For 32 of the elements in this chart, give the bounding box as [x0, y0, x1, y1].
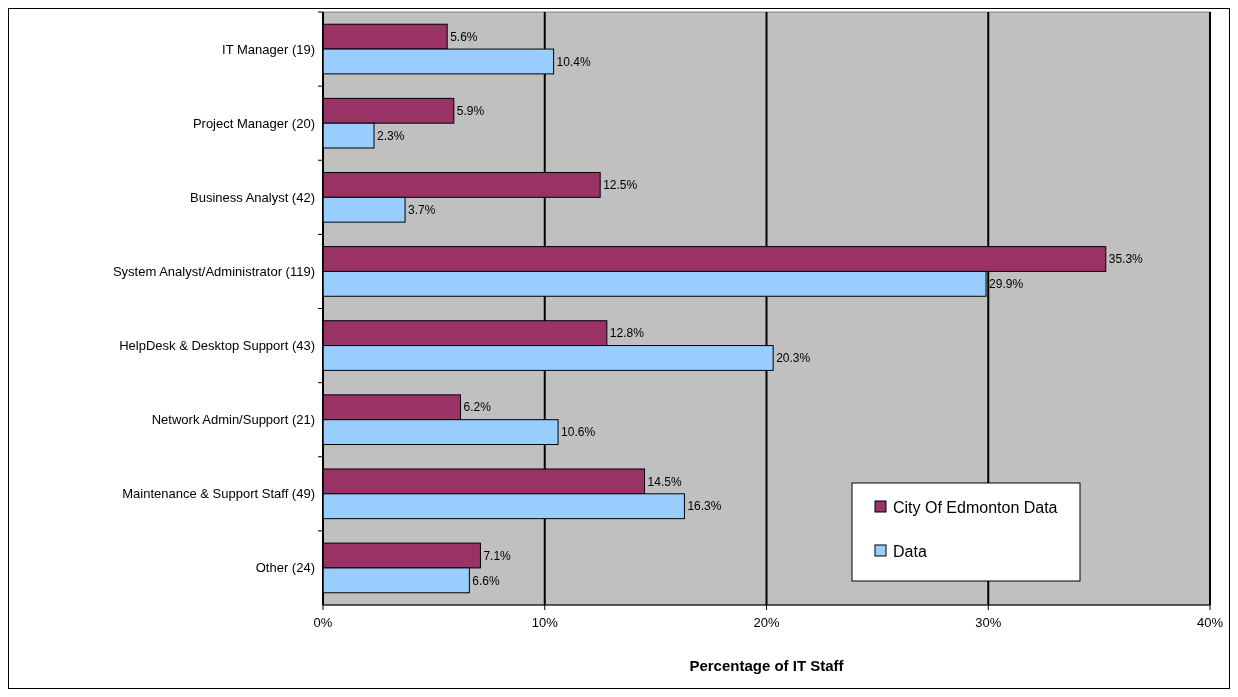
data-label: 6.2%: [463, 400, 492, 415]
data-label: 20.3%: [776, 351, 811, 366]
x-tick-label: 40%: [1196, 615, 1224, 630]
data-label: 12.5%: [603, 178, 638, 193]
x-tick-label: 0%: [313, 615, 333, 630]
data-label: 14.5%: [647, 474, 682, 489]
y-tick-label: System Analyst/Administrator (119): [112, 263, 315, 279]
y-tick-label: Project Manager (20): [192, 115, 315, 131]
data-label: 6.6%: [472, 573, 501, 588]
data-label: 12.8%: [609, 326, 645, 341]
x-tick-label: 10%: [531, 615, 559, 630]
y-tick-label: IT Manager (19): [222, 41, 315, 57]
legend-label: Data: [893, 542, 927, 560]
data-label: 2.3%: [377, 128, 405, 143]
data-label: 7.1%: [483, 548, 512, 563]
x-axis-title: Percentage of IT Staff: [689, 657, 845, 674]
data-label: 10.6%: [561, 425, 596, 440]
x-tick-label: 30%: [975, 615, 1002, 630]
y-tick-label: HelpDesk & Desktop Support (43): [119, 338, 315, 354]
y-tick-label: Network Admin/Support (21): [151, 412, 315, 428]
y-tick-label: Maintenance & Support Staff (49): [122, 486, 315, 502]
data-label: 5.9%: [456, 103, 485, 118]
data-label: 16.3%: [687, 499, 722, 514]
data-label: 29.9%: [989, 277, 1024, 292]
y-tick-label: Other (24): [255, 560, 315, 576]
y-tick-label: Business Analyst (42): [189, 189, 315, 205]
data-label: 3.7%: [408, 202, 436, 217]
legend-label: City Of Edmonton Data: [893, 498, 1058, 516]
data-label: 5.6%: [450, 29, 478, 44]
data-label: 10.4%: [556, 54, 591, 69]
data-label: 35.3%: [1108, 252, 1144, 267]
x-tick-label: 20%: [753, 615, 780, 630]
